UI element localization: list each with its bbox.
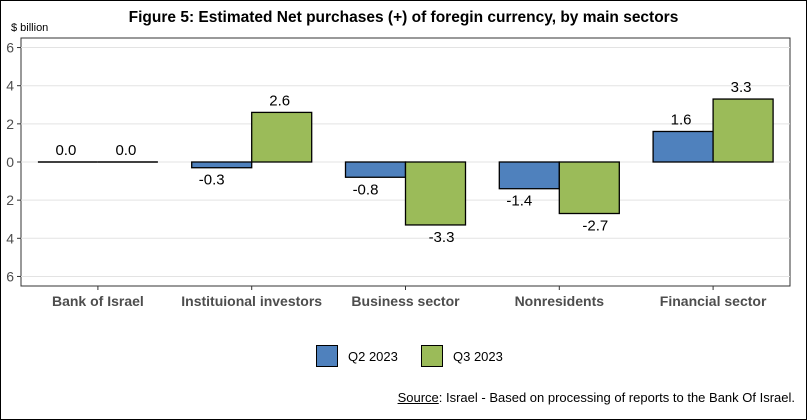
bar-q3 [251, 111, 313, 163]
x-tick-label: Nonresidents [515, 293, 605, 309]
bar-q3 [558, 161, 620, 215]
data-label: -2.7 [582, 218, 608, 235]
data-label: -0.8 [353, 181, 379, 198]
data-label: -0.3 [199, 172, 225, 189]
data-label: 1.6 [671, 111, 692, 128]
x-tick-label: Business sector [351, 293, 460, 309]
data-label: 0.0 [115, 142, 136, 159]
x-tick-label: Bank of Israel [52, 293, 144, 309]
source-label: Source [397, 390, 439, 405]
bar-q3 [712, 98, 774, 163]
legend-label: Q2 2023 [348, 348, 398, 364]
y-tick-label: 4 [6, 230, 14, 246]
x-tick-label: Instituional investors [181, 293, 322, 309]
bar-q3 [404, 161, 467, 226]
legend-swatch [316, 345, 338, 367]
legend-swatch [421, 345, 443, 367]
y-tick-label: 2 [6, 192, 14, 208]
y-tick-label: 4 [6, 78, 14, 94]
legend: Q2 2023 Q3 2023 [0, 344, 807, 368]
y-axis-unit-label: $ billion [11, 22, 49, 34]
bar-q2 [652, 130, 714, 163]
bar-q2 [344, 161, 407, 178]
legend-item: Q2 2023 [316, 344, 398, 368]
source-note: Source: Israel - Based on processing of … [398, 390, 795, 405]
data-label: 0.0 [55, 142, 76, 159]
y-tick-label: 6 [6, 40, 14, 56]
legend-item: Q3 2023 [421, 344, 503, 368]
data-label: -3.3 [429, 229, 455, 246]
source-text: : Israel - Based on processing of report… [438, 390, 795, 405]
legend-label: Q3 2023 [453, 348, 503, 364]
chart-title: Figure 5: Estimated Net purchases (+) of… [128, 9, 679, 26]
x-tick-label: Financial sector [660, 293, 767, 309]
bar-chart: 6 4 2 0 2 4 6 0.0 0.0 Bank of Israel -0.3 2.6 Instit… [6, 37, 791, 309]
y-tick-label: 0 [6, 154, 14, 170]
y-tick-label: 6 [6, 268, 14, 284]
data-label: 3.3 [731, 79, 752, 96]
data-label: 2.6 [269, 92, 290, 109]
y-tick-label: 2 [6, 116, 14, 132]
data-label: -1.4 [506, 193, 532, 210]
bar-q2 [498, 161, 560, 190]
bar-q2 [191, 161, 253, 169]
